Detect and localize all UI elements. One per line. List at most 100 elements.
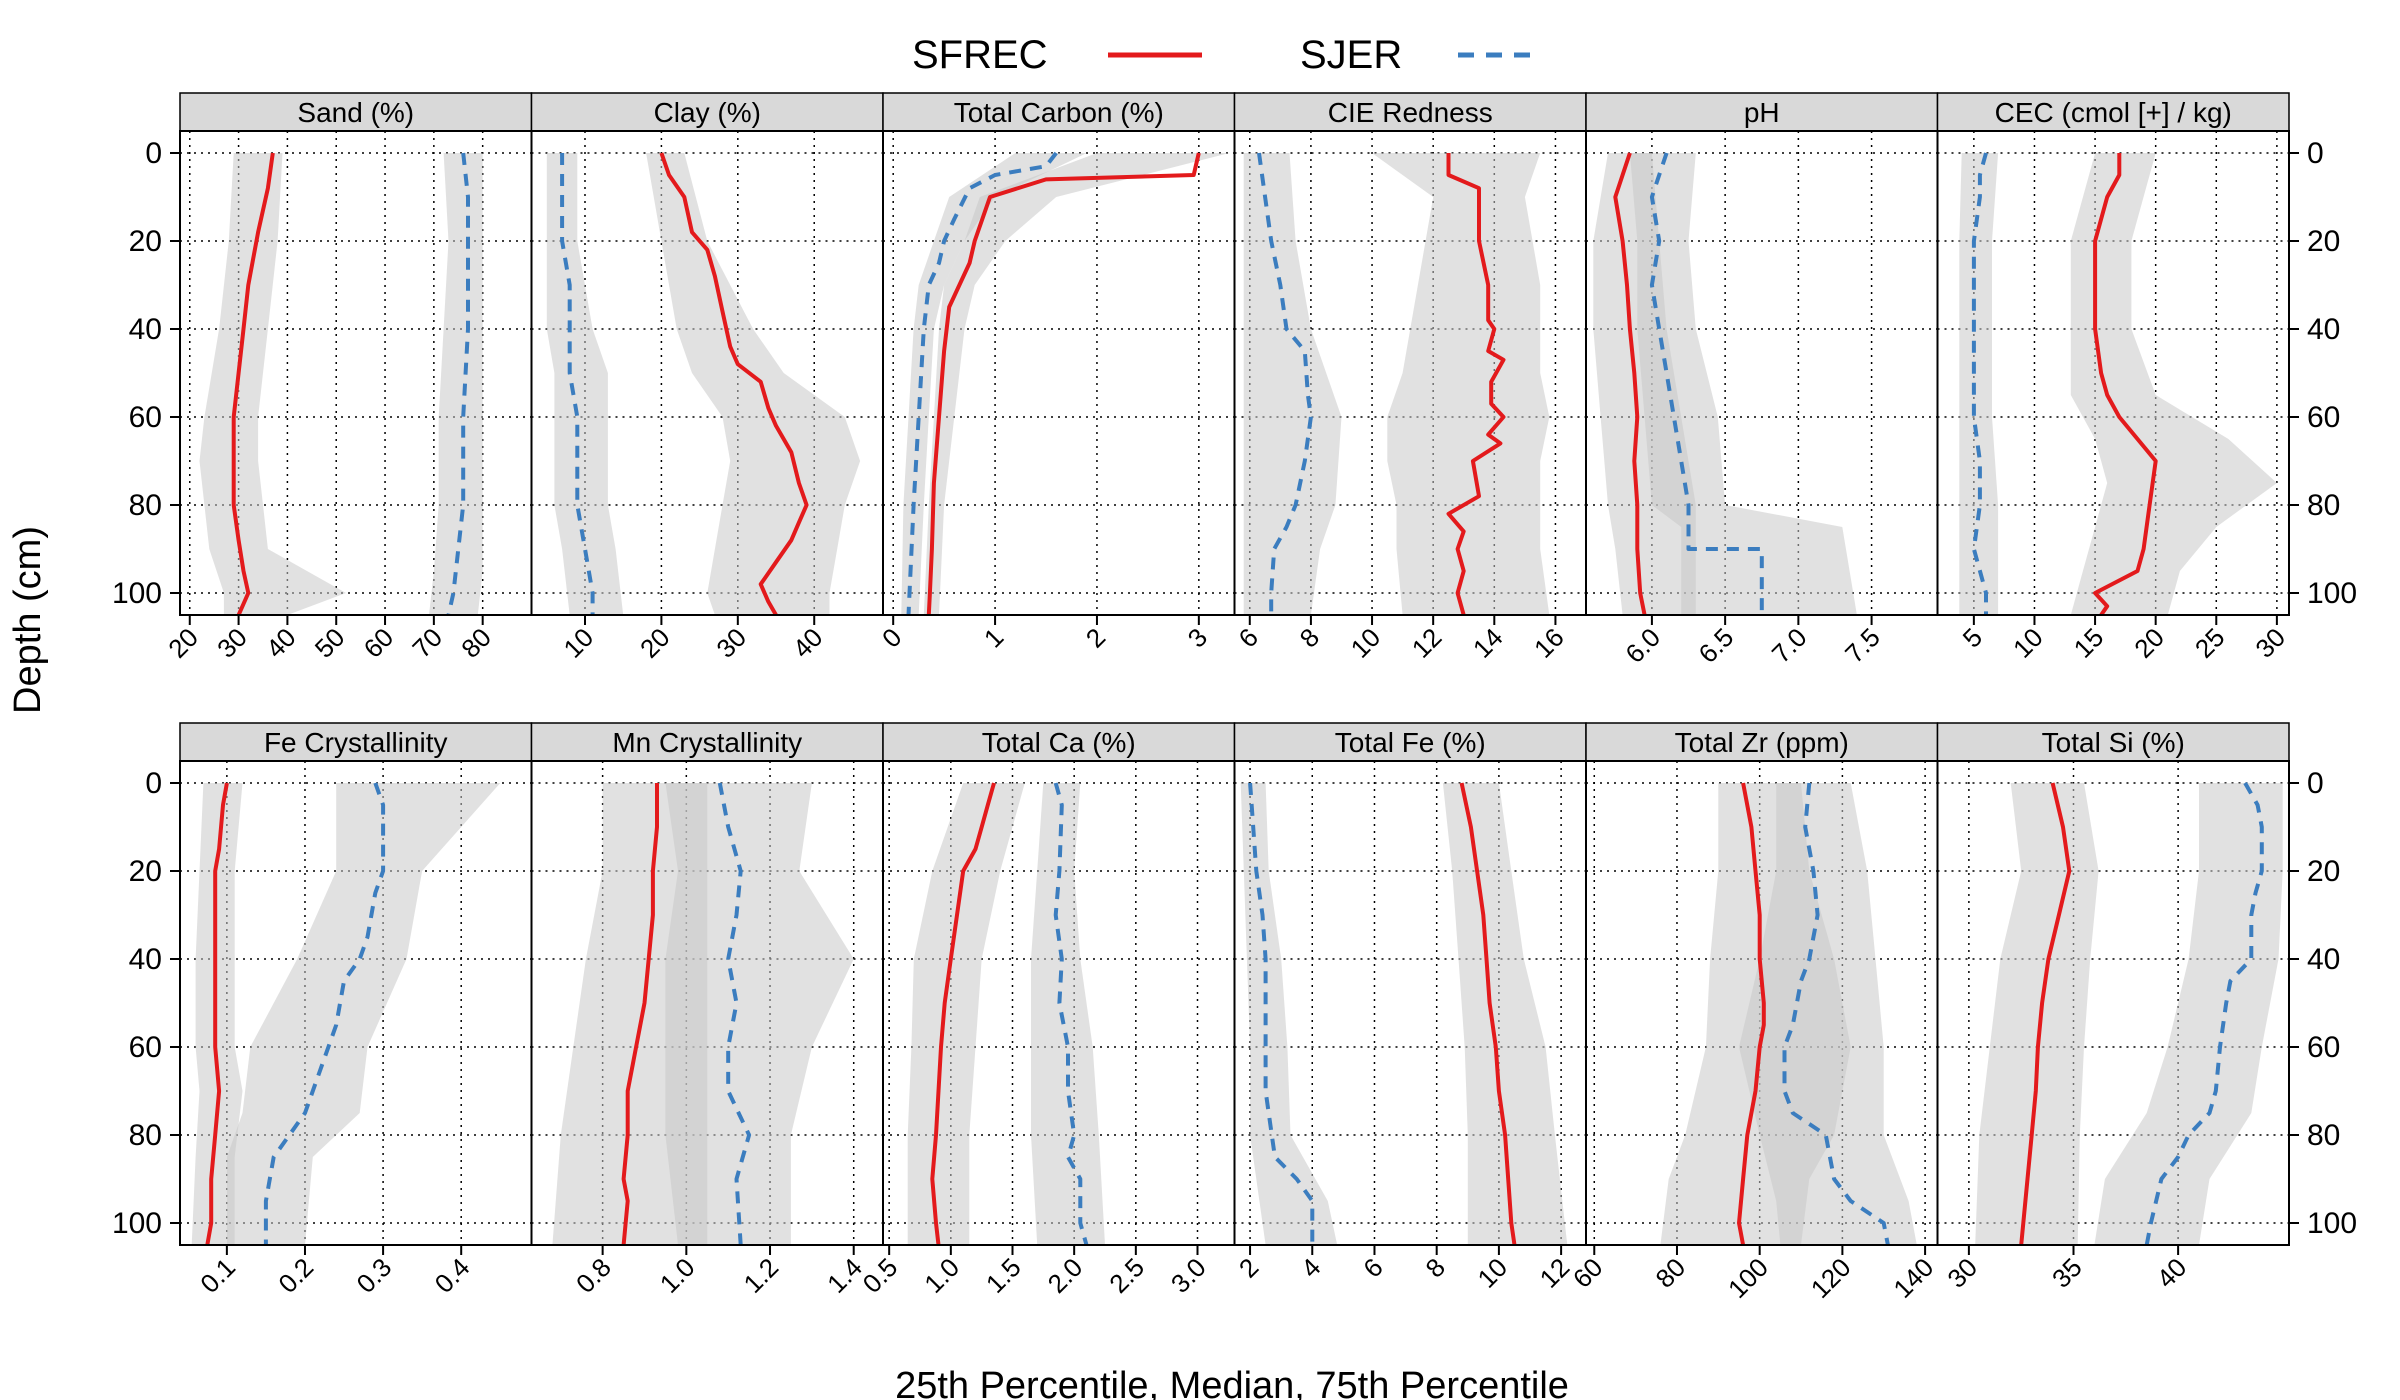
y-tick-label-left-sand-0: 0 bbox=[145, 137, 162, 170]
y-tick-label-right-total-si-2: 40 bbox=[2307, 943, 2340, 976]
panel-total-zr-ppm: Total Zr (ppm) 60 80 100 120 140 bbox=[1567, 722, 1939, 1304]
x-tick-label-total-fe-2: 6 bbox=[1357, 1252, 1388, 1283]
y-tick-label-left-sand-2: 40 bbox=[129, 313, 162, 346]
median-line-sfrec-cie-redness bbox=[1446, 153, 1506, 615]
panel-title-sand: Sand (%) bbox=[297, 97, 414, 128]
x-tick-label-sand-2: 40 bbox=[260, 622, 302, 664]
median-line-sjer-cec-cmol-kg bbox=[1971, 152, 1988, 615]
x-tick-label-cec-cmol-kg-4: 25 bbox=[2189, 622, 2231, 664]
x-tick-label-total-carbon-0: 0 bbox=[876, 622, 907, 653]
legend-label-sjer: SJER bbox=[1300, 33, 1402, 77]
x-tick-label-total-ca-5: 3.0 bbox=[1165, 1252, 1212, 1299]
median-line-sjer-total-ca bbox=[1053, 782, 1089, 1245]
panel-frame-total-si bbox=[1936, 760, 2290, 1246]
data-clay bbox=[546, 152, 861, 615]
x-tick-label-clay-2: 30 bbox=[710, 622, 752, 664]
x-tick-label-total-si-2: 40 bbox=[2151, 1252, 2193, 1294]
x-tick-label-total-fe-1: 4 bbox=[1295, 1252, 1326, 1283]
median-line-sjer-total-si bbox=[2144, 782, 2264, 1245]
x-tick-label-mn-crystallinity-1: 1.0 bbox=[654, 1252, 701, 1299]
band-sjer-mn-crystallinity bbox=[665, 783, 854, 1245]
data-fe-crystallinity bbox=[191, 782, 501, 1245]
strip-sand bbox=[179, 92, 533, 132]
band-sfrec-total-fe bbox=[1442, 783, 1568, 1245]
x-tick-label-total-carbon-2: 2 bbox=[1080, 622, 1111, 653]
panel-title-total-carbon: Total Carbon (%) bbox=[954, 97, 1164, 128]
median-line-sfrec-cec-cmol-kg bbox=[2093, 153, 2158, 615]
panel-total-ca: Total Ca (%) 0.5 1.0 1.5 2.0 2.5 3.0 bbox=[857, 722, 1236, 1299]
y-tick-label-right-cec-cmol-kg-2: 40 bbox=[2307, 313, 2340, 346]
x-tick-label-sand-6: 80 bbox=[455, 622, 497, 664]
data-total-zr-ppm bbox=[1660, 782, 1917, 1245]
y-tick-label-right-cec-cmol-kg-1: 20 bbox=[2307, 225, 2340, 258]
strip-cie-redness bbox=[1233, 92, 1587, 132]
x-tick-label-clay-1: 20 bbox=[634, 622, 676, 664]
x-tick-label-total-ca-0: 0.5 bbox=[857, 1252, 904, 1299]
data-total-carbon bbox=[901, 151, 1230, 615]
x-tick-label-cec-cmol-kg-1: 10 bbox=[2007, 622, 2049, 664]
x-tick-label-total-fe-3: 8 bbox=[1419, 1252, 1450, 1283]
band-sjer-total-zr-ppm bbox=[1739, 783, 1917, 1245]
y-tick-label-left-fe-crystallinity-1: 20 bbox=[129, 855, 162, 888]
x-tick-label-sand-3: 50 bbox=[309, 622, 351, 664]
panel-title-total-zr-ppm: Total Zr (ppm) bbox=[1675, 727, 1849, 758]
panel-title-total-si: Total Si (%) bbox=[2042, 727, 2185, 758]
median-line-sjer-cie-redness bbox=[1257, 152, 1313, 615]
band-sfrec-clay bbox=[646, 153, 861, 615]
median-line-sfrec-mn-crystallinity bbox=[621, 783, 659, 1245]
strip-mn-crystallinity bbox=[530, 722, 884, 762]
median-line-sfrec-total-carbon bbox=[926, 152, 1201, 615]
strip-total-si bbox=[1936, 722, 2290, 762]
x-tick-label-cec-cmol-kg-0: 5 bbox=[1957, 622, 1988, 653]
data-total-fe bbox=[1240, 782, 1568, 1245]
y-tick-label-right-cec-cmol-kg-4: 80 bbox=[2307, 489, 2340, 522]
x-tick-label-mn-crystallinity-2: 1.2 bbox=[737, 1252, 784, 1299]
band-sjer-total-ca bbox=[1031, 783, 1105, 1245]
y-tick-label-left-sand-4: 80 bbox=[129, 489, 162, 522]
y-tick-label-left-fe-crystallinity-5: 100 bbox=[112, 1207, 162, 1240]
data-ph bbox=[1593, 152, 1857, 615]
y-tick-label-right-total-si-3: 60 bbox=[2307, 1031, 2340, 1064]
x-tick-label-ph-0: 6.0 bbox=[1619, 622, 1666, 669]
y-tick-label-right-total-si-4: 80 bbox=[2307, 1119, 2340, 1152]
median-line-sjer-fe-crystallinity bbox=[263, 782, 386, 1245]
x-axis-label: 25th Percentile, Median, 75th Percentile bbox=[895, 1365, 1569, 1400]
data-cec-cmol-kg bbox=[1959, 152, 2277, 615]
y-tick-label-right-cec-cmol-kg-0: 0 bbox=[2307, 137, 2324, 170]
y-tick-label-right-cec-cmol-kg-3: 60 bbox=[2307, 401, 2340, 434]
band-sfrec-cec-cmol-kg bbox=[2070, 153, 2277, 615]
median-line-sfrec-fe-crystallinity bbox=[205, 782, 229, 1245]
x-tick-label-total-zr-ppm-3: 120 bbox=[1805, 1252, 1857, 1304]
median-line-sjer-sand bbox=[446, 152, 470, 615]
median-line-sfrec-clay bbox=[659, 152, 809, 615]
band-sjer-sand bbox=[429, 153, 483, 615]
panel-total-carbon: Total Carbon (%) 0 1 2 3 bbox=[876, 92, 1236, 653]
data-total-ca bbox=[907, 782, 1105, 1245]
y-tick-label-left-fe-crystallinity-4: 80 bbox=[129, 1119, 162, 1152]
panel-ph: pH 6.0 6.5 7.0 7.5 bbox=[1585, 92, 1939, 669]
panel-title-clay: Clay (%) bbox=[654, 97, 761, 128]
data-cie-redness bbox=[1243, 152, 1550, 615]
x-tick-label-total-ca-4: 2.5 bbox=[1103, 1252, 1150, 1299]
panel-title-total-fe: Total Fe (%) bbox=[1335, 727, 1486, 758]
x-tick-label-total-carbon-3: 3 bbox=[1182, 622, 1213, 653]
panel-total-si: Total Si (%) 30 35 40 0 20 40 60 80 100 bbox=[1936, 722, 2357, 1294]
x-tick-label-fe-crystallinity-2: 0.3 bbox=[351, 1252, 398, 1299]
y-tick-label-left-sand-1: 20 bbox=[129, 225, 162, 258]
panel-title-cie-redness: CIE Redness bbox=[1328, 97, 1493, 128]
median-line-sjer-ph bbox=[1649, 152, 1764, 615]
data-sand bbox=[199, 152, 483, 615]
legend-label-sfrec: SFREC bbox=[912, 33, 1048, 77]
x-tick-label-sand-4: 60 bbox=[358, 622, 400, 664]
x-tick-label-total-carbon-1: 1 bbox=[978, 622, 1009, 653]
y-tick-label-right-total-si-5: 100 bbox=[2307, 1207, 2357, 1240]
x-tick-label-total-zr-ppm-0: 60 bbox=[1567, 1252, 1609, 1294]
x-tick-label-cec-cmol-kg-3: 20 bbox=[2128, 622, 2170, 664]
median-line-sfrec-sand bbox=[231, 152, 275, 615]
panel-clay: Clay (%) 10 20 30 40 bbox=[530, 92, 884, 664]
x-tick-label-total-ca-1: 1.0 bbox=[918, 1252, 965, 1299]
x-tick-label-sand-1: 30 bbox=[211, 622, 253, 664]
band-sfrec-cie-redness bbox=[1372, 153, 1550, 615]
